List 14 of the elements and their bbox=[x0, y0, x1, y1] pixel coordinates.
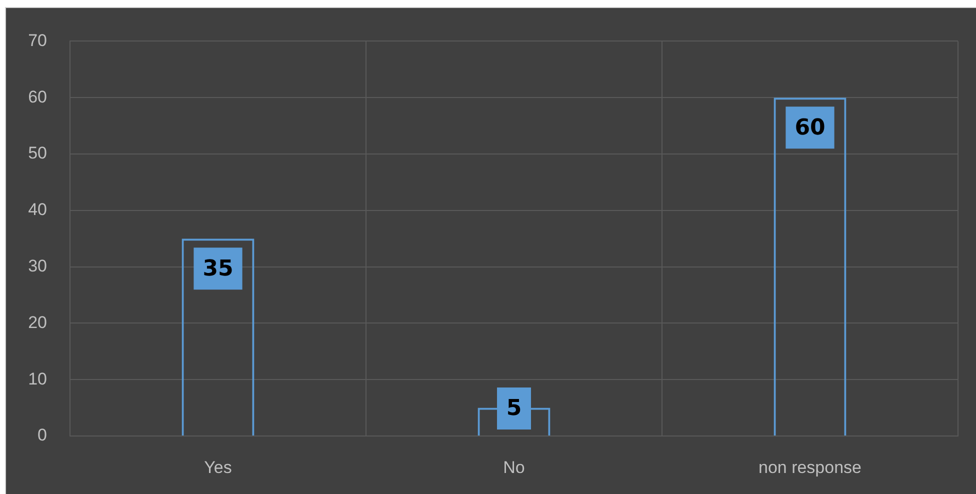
data-label: 5 bbox=[506, 396, 522, 422]
y-tick-label: 0 bbox=[38, 426, 47, 445]
y-tick-label: 40 bbox=[28, 200, 47, 220]
y-tick-label: 70 bbox=[28, 30, 47, 50]
y-tick-label: 20 bbox=[28, 312, 47, 332]
y-tick-label: 10 bbox=[28, 369, 47, 388]
y-tick-label: 60 bbox=[28, 87, 47, 106]
y-tick-label: 30 bbox=[28, 256, 47, 276]
x-tick-label: No bbox=[503, 458, 525, 477]
data-label: 60 bbox=[794, 115, 826, 140]
data-label: 35 bbox=[202, 256, 234, 282]
x-tick-label: Yes bbox=[204, 458, 232, 477]
x-tick-label: non response bbox=[758, 458, 862, 477]
y-tick-label: 50 bbox=[28, 144, 47, 163]
